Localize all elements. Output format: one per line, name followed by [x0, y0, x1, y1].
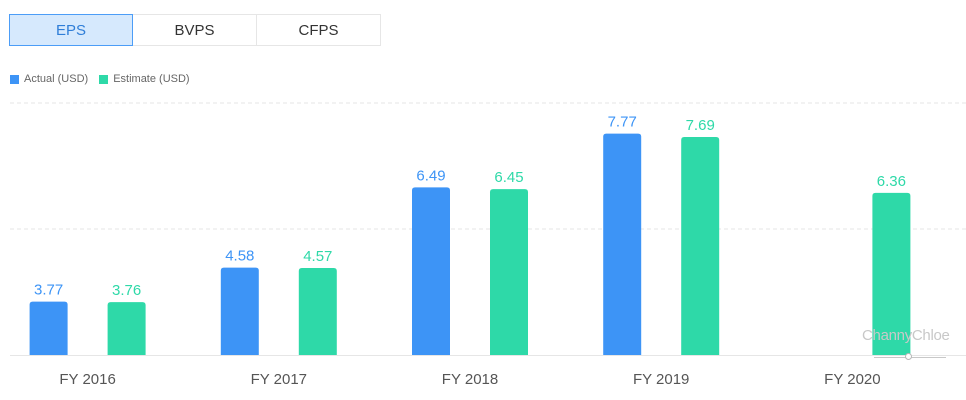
x-tick-label-fy-2018: FY 2018	[442, 371, 498, 388]
bar-actual-fy-2016	[29, 301, 68, 355]
data-label-actual-fy-2016: 3.77	[34, 282, 63, 299]
bar-estimate-fy-2017	[298, 268, 337, 355]
data-label-actual-fy-2018: 6.49	[416, 167, 445, 184]
tab-cfps[interactable]: CFPS	[257, 14, 381, 46]
x-tick-label-fy-2019: FY 2019	[633, 371, 689, 388]
tab-bvps[interactable]: BVPS	[133, 14, 257, 46]
bar-actual-fy-2018	[412, 187, 450, 355]
x-tick-label-fy-2016: FY 2016	[59, 371, 115, 388]
legend-swatch-actual	[10, 74, 19, 84]
bar-estimate-fy-2016	[107, 302, 146, 355]
tab-eps[interactable]: EPS	[9, 14, 133, 46]
bar-actual-fy-2017	[220, 267, 259, 355]
data-label-estimate-fy-2020: 6.36	[877, 173, 906, 190]
data-label-actual-fy-2019: 7.77	[608, 114, 637, 131]
watermark-text: ChannyChloe	[862, 327, 950, 344]
data-label-estimate-fy-2018: 6.45	[494, 169, 523, 186]
data-label-estimate-fy-2017: 4.57	[303, 248, 332, 265]
legend-item-actual[interactable]: Actual (USD)	[10, 73, 88, 85]
data-label-actual-fy-2017: 4.58	[225, 248, 254, 265]
x-tick-label-fy-2017: FY 2017	[251, 371, 307, 388]
x-tick-label-fy-2020: FY 2020	[824, 371, 880, 388]
bar-actual-fy-2019	[603, 133, 642, 355]
watermark-dot-icon	[905, 353, 912, 360]
data-label-estimate-fy-2019: 7.69	[686, 117, 715, 134]
legend-label-actual: Actual (USD)	[24, 73, 89, 85]
data-label-estimate-fy-2016: 3.76	[112, 282, 141, 299]
bar-estimate-fy-2019	[681, 137, 720, 355]
metric-tabs: EPS BVPS CFPS	[9, 14, 381, 46]
legend-label-estimate: Estimate (USD)	[113, 73, 190, 85]
legend-item-estimate[interactable]: Estimate (USD)	[99, 73, 190, 85]
bar-estimate-fy-2020	[872, 192, 911, 355]
chart-legend: Actual (USD) Estimate (USD)	[10, 73, 201, 85]
bar-estimate-fy-2018	[490, 189, 528, 355]
legend-swatch-estimate	[99, 74, 109, 84]
